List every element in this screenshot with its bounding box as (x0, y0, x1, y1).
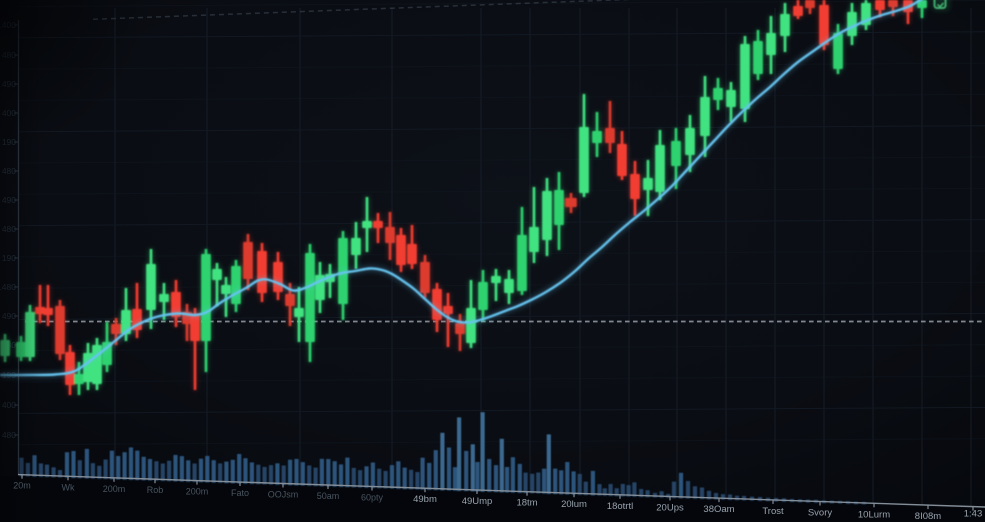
svg-text:20Ups: 20Ups (656, 502, 684, 513)
svg-text:1:43: 1:43 (964, 509, 983, 520)
svg-text:Fato: Fato (231, 488, 249, 498)
svg-text:20m: 20m (13, 481, 31, 491)
svg-text:18tm: 18tm (516, 498, 537, 509)
svg-text:200m: 200m (186, 487, 209, 497)
svg-text:20lum: 20lum (561, 499, 587, 510)
svg-text:Trost: Trost (762, 506, 784, 517)
svg-text:10Lurm: 10Lurm (858, 509, 890, 520)
svg-text:Rob: Rob (147, 485, 164, 495)
svg-text:60pty: 60pty (361, 493, 384, 503)
svg-text:8I08m: 8I08m (915, 511, 941, 522)
svg-text:200m: 200m (103, 484, 126, 494)
svg-text:18otrtl: 18otrtl (607, 501, 633, 512)
svg-text:Wk: Wk (62, 482, 75, 492)
svg-text:OOJsm: OOJsm (268, 490, 299, 500)
svg-text:49Ump: 49Ump (462, 496, 493, 507)
svg-text:49bm: 49bm (413, 494, 437, 505)
svg-text:Svory: Svory (808, 508, 833, 519)
svg-text:38Oam: 38Oam (703, 504, 734, 515)
svg-text:50am: 50am (317, 491, 340, 501)
